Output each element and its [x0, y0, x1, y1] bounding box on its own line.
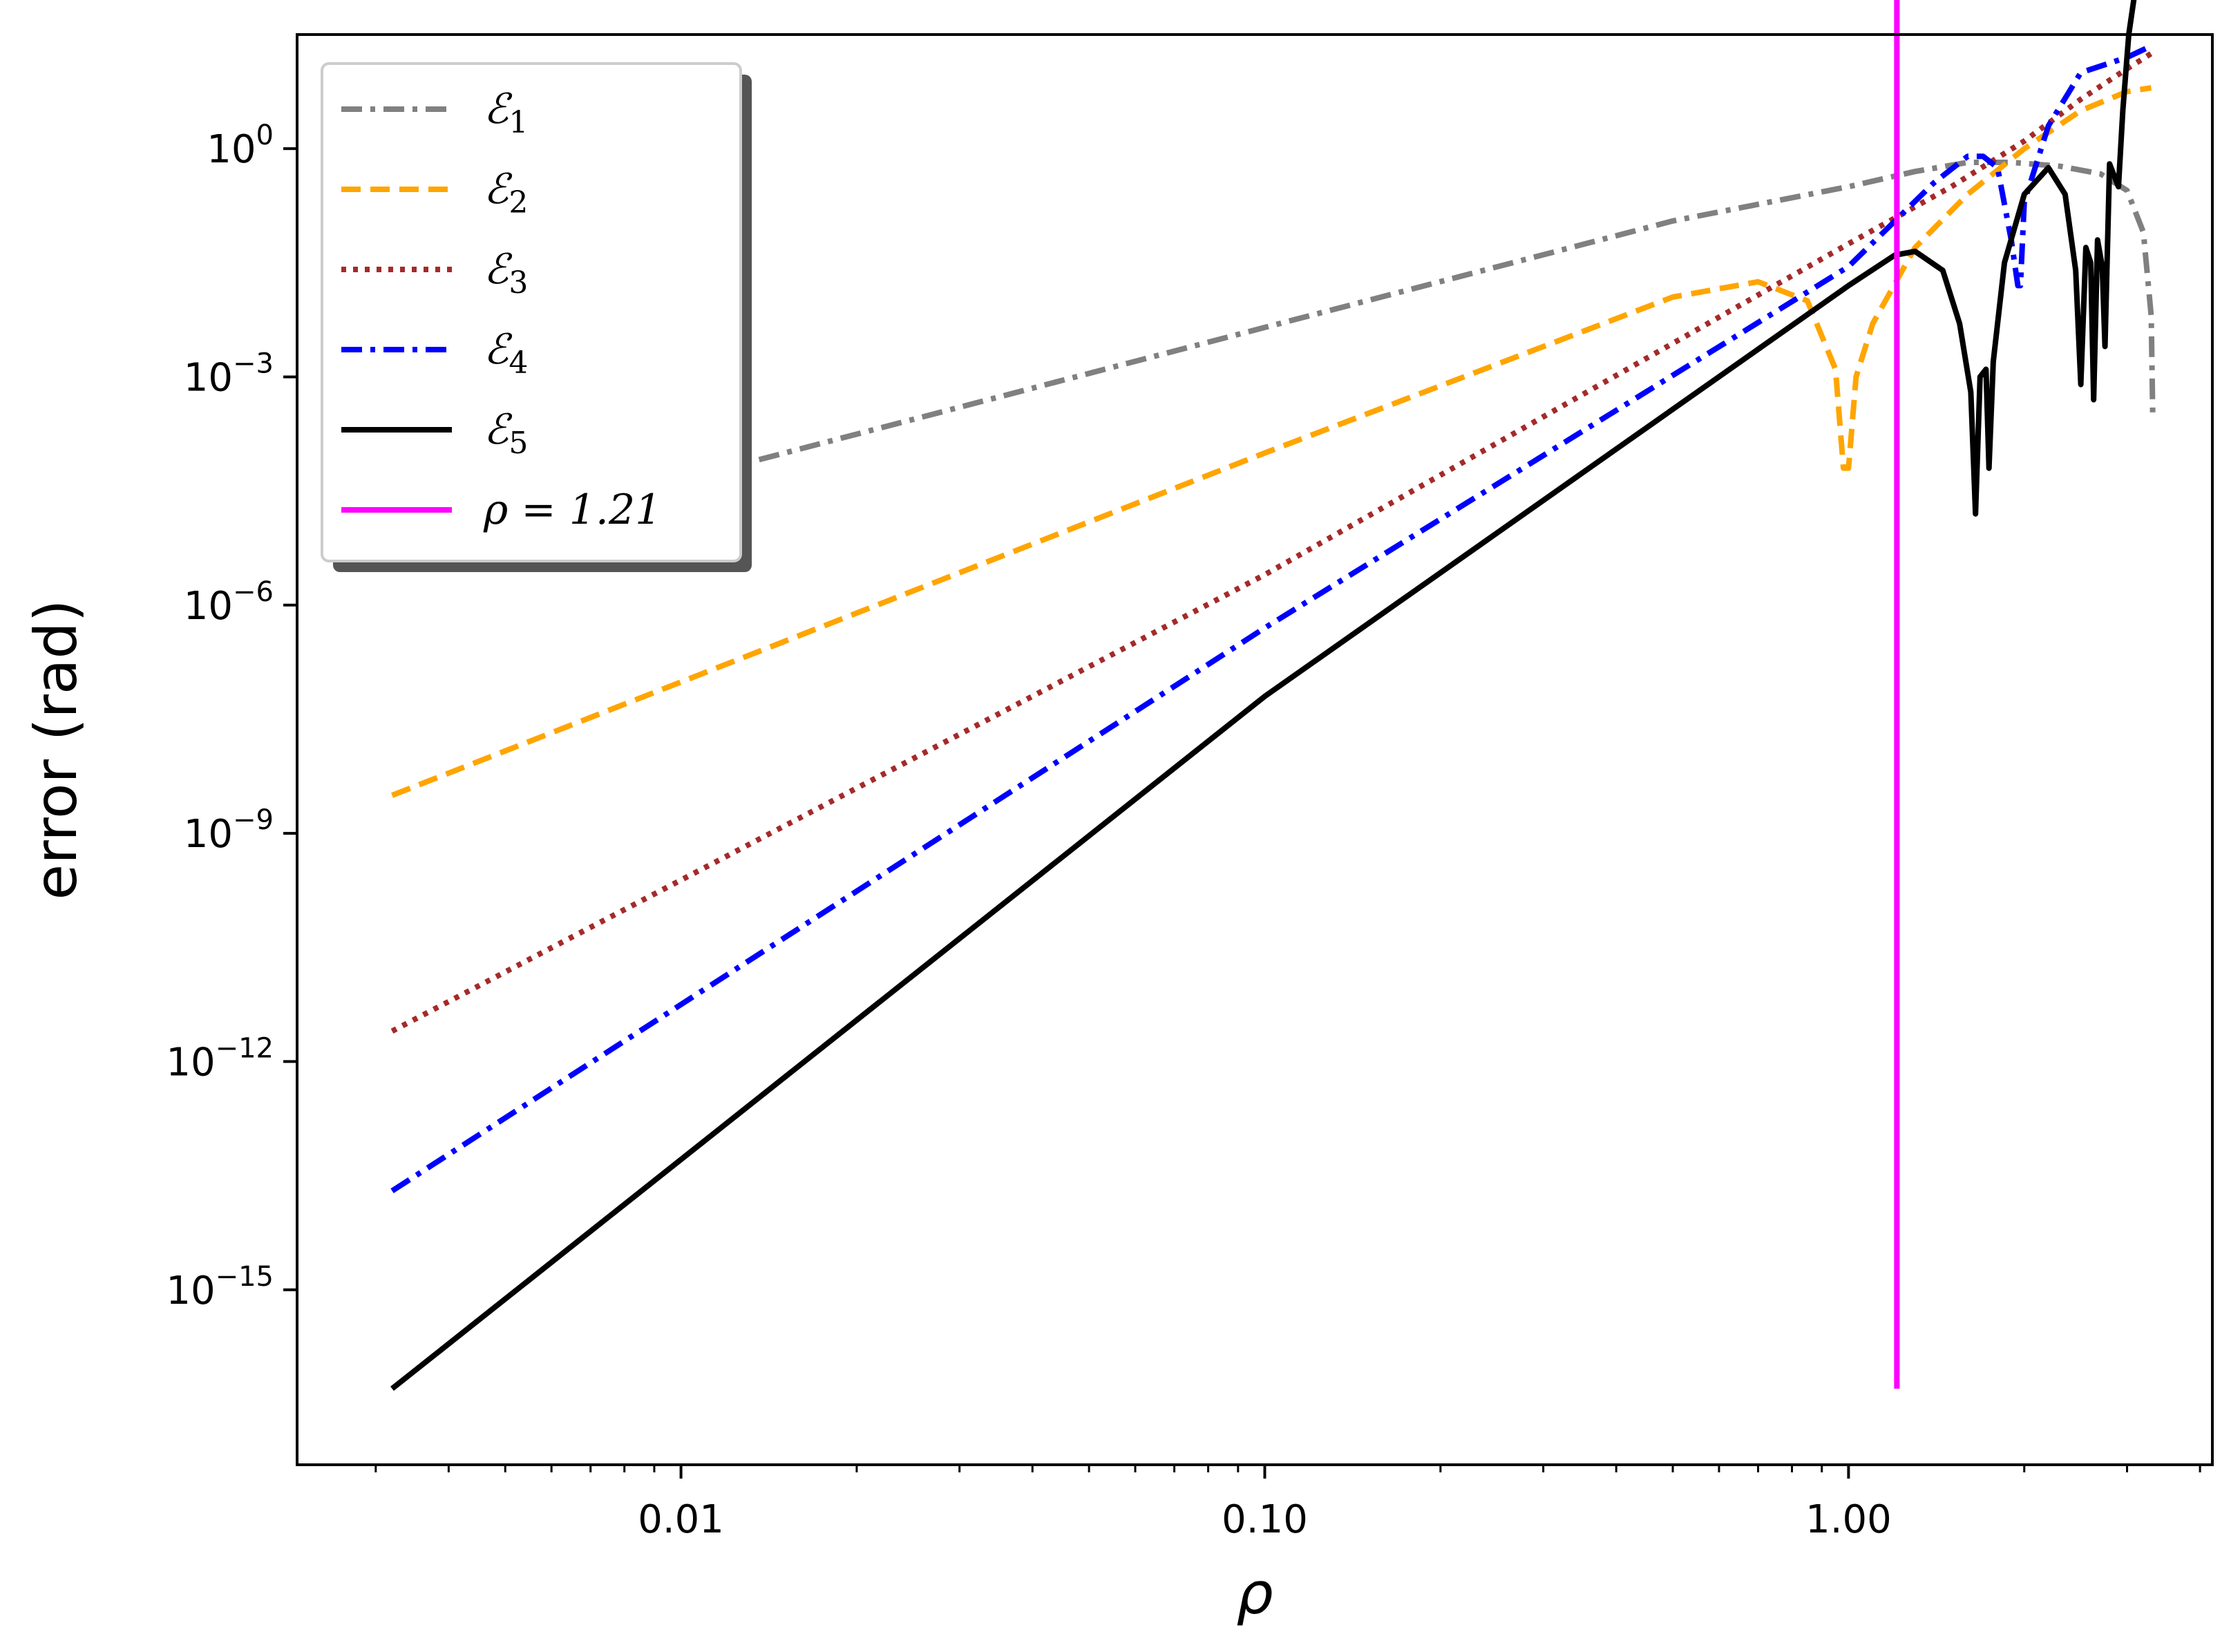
series-line-e2 [391, 85, 2152, 798]
legend-label: ℰ5 [484, 406, 528, 461]
y-axis-label: error (rad) [22, 600, 90, 900]
y-tick-label: 100 [207, 120, 274, 172]
x-tick-label: 0.01 [638, 1497, 724, 1542]
x-tick-label: 0.10 [1222, 1497, 1308, 1542]
legend-label: ℰ2 [484, 165, 528, 220]
x-tick-label: 1.00 [1805, 1497, 1892, 1542]
y-tick-label: 10−9 [184, 804, 274, 857]
series-line-e5 [390, 0, 2137, 1392]
legend-label: ℰ1 [484, 85, 528, 140]
y-tick-label: 10−12 [166, 1032, 274, 1085]
legend-label: ℰ4 [484, 325, 528, 381]
x-axis-label: ρ [1236, 1559, 1273, 1627]
series-layer [390, 0, 2156, 1392]
axes-frame [296, 33, 2214, 1466]
legend: ℰ1 ℰ2 ℰ3 ℰ4 ℰ5 ρ = 1.21 [321, 62, 752, 572]
x-axis-ticks: 0.01 0.10 1.00 [374, 1465, 2201, 1542]
legend-label: ρ = 1.21 [483, 486, 661, 534]
legend-box [321, 62, 742, 562]
y-tick-label: 10−6 [184, 576, 274, 629]
series-line-e3 [390, 51, 2153, 1034]
legend-entries: ℰ1 ℰ2 ℰ3 ℰ4 ℰ5 ρ = 1.21 [341, 85, 661, 534]
y-tick-label: 10−3 [184, 348, 274, 400]
y-tick-label: 10−15 [166, 1261, 274, 1313]
series-line-e1 [391, 160, 2156, 559]
legend-label: ℰ3 [484, 245, 528, 301]
